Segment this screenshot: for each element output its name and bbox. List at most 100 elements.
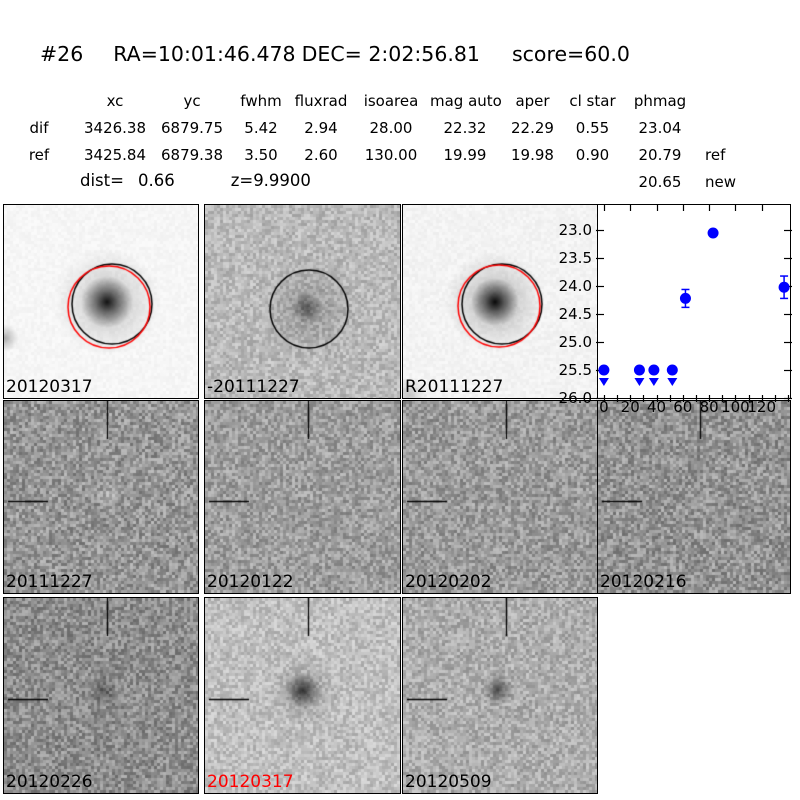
candidate-score: score=60.0 [511,42,630,66]
lightcurve-svg [596,205,792,402]
ref-yc: 6879.38 [160,146,224,164]
stamp-image-canvas [403,205,597,398]
column-header-aper: aper [515,92,550,110]
column-header-blank2 [700,88,760,115]
stamp-epoch-20120509: 20120509 [402,597,598,794]
new-phmag: 20.65 [638,173,682,191]
upper-limit-arrow-icon [634,378,645,387]
stamp-ref-20111227: R20111227 [402,204,598,399]
row-label-dif: dif [29,119,49,137]
data-point [598,364,610,376]
column-header-fluxrad: fluxrad [294,92,348,110]
stamp-date-label: 20120509 [405,772,492,793]
dif-xc: 3426.38 [83,119,147,137]
data-point [633,364,645,376]
x-tick-label: 40 [646,398,667,416]
row-label-ref: ref [28,146,50,164]
x-tick-label: 0 [599,398,609,416]
stamp-date-label: R20111227 [405,377,504,398]
stamp-epoch-20120226: 20120226 [3,597,199,794]
dif-cl-star: 0.55 [575,119,610,137]
dif-phmag: 23.04 [638,119,682,137]
stamp-image-canvas [403,598,597,793]
y-tick-label: 24.5 [558,305,592,324]
figure-header: #26 RA=10:01:46.478 DEC= 2:02:56.81 score=6… [40,42,630,66]
stamp-image-canvas [4,598,198,793]
column-header-yc: yc [183,92,201,110]
data-point [648,364,660,376]
photometry-table: xc yc fwhm fluxrad isoarea mag auto aper… [0,88,760,196]
dif-suffix [700,115,760,142]
stamp-new-20120317: 20120317 [3,204,199,399]
stamp-epoch-20111227: 20111227 [3,400,199,594]
data-point [666,364,678,376]
upper-limit-arrow-icon [598,378,609,387]
stamp-image-canvas [205,598,400,793]
dif-fwhm: 5.42 [244,119,278,137]
stamp-epoch-20120122: 20120122 [204,400,401,594]
stamp-epoch-20120317: 20120317 [204,597,401,794]
ref-suffix: ref [705,146,726,164]
ref-cl-star: 0.90 [575,146,610,164]
new-phmag-suffix: new [705,173,737,191]
dist-label: dist= [80,171,124,190]
upper-limit-arrow-icon [667,378,678,387]
stamp-date-label: 20120317 [207,772,294,793]
y-tick-label: 25.0 [558,333,592,352]
y-tick-label: 23.0 [558,221,592,240]
stamp-epoch-20120216: 20120216 [597,400,791,594]
ref-aper: 19.98 [511,146,554,164]
stamp-image-canvas [598,401,790,593]
stamp-date-label: 20111227 [6,572,93,593]
stamp-date-label: 20120202 [405,572,492,593]
data-point [679,292,691,304]
column-header-fwhm: fwhm [240,92,282,110]
stamp-date-label: 20120122 [207,572,294,593]
y-tick-label: 24.0 [558,277,592,296]
redshift-value: z=9.9900 [230,171,311,190]
stamp-image-canvas [4,401,198,593]
x-tick-label: 60 [673,398,693,416]
y-tick-label: 25.5 [558,361,592,380]
stamp-date-label: -20111227 [207,377,300,398]
stamp-image-canvas [403,401,597,593]
lightcurve-plot: 23.0 23.5 24.0 24.5 25.0 25.5 26.0 0 20 40 60 80 100… [559,204,792,415]
stamp-date-label: 20120226 [6,772,93,793]
dif-aper: 22.29 [511,119,554,137]
stamp-epoch-20120202: 20120202 [402,400,598,594]
dist-redshift-line: dist= 0.66 z=9.9900 [80,171,311,190]
stamp-image-canvas [205,401,400,593]
ref-fluxrad: 2.60 [304,146,338,164]
candidate-ra: RA=10:01:46.478 [113,42,296,66]
column-header-mag-auto: mag auto [430,92,502,110]
ref-mag-auto: 19.99 [443,146,487,164]
ref-isoarea: 130.00 [364,146,418,164]
data-point [707,227,719,239]
dif-yc: 6879.75 [160,119,224,137]
x-tick-label: 20 [620,398,640,416]
y-tick-label: 26.0 [558,389,592,407]
stamp-diff-20111227: -20111227 [204,204,401,399]
x-tick-label: 100 [721,398,750,416]
x-tick-label: 120 [747,398,777,416]
stamp-image-canvas [4,205,198,398]
upper-limit-arrow-icon [648,378,659,387]
stamp-date-label: 20120317 [6,377,93,398]
y-tick-label: 23.5 [558,249,592,268]
candidate-id: #26 [40,42,84,66]
column-header-blank [0,88,78,115]
ref-xc: 3425.84 [83,146,147,164]
column-header-isoarea: isoarea [363,92,419,110]
ref-phmag: 20.79 [638,146,682,164]
column-header-phmag: phmag [633,92,687,110]
dif-fluxrad: 2.94 [304,119,338,137]
stamp-image-canvas [205,205,400,398]
dif-mag-auto: 22.32 [443,119,487,137]
column-header-cl-star: cl star [569,92,616,110]
data-point [778,281,790,293]
candidate-dec: DEC= 2:02:56.81 [301,42,480,66]
column-header-xc: xc [106,92,124,110]
stamp-date-label: 20120216 [600,572,687,593]
ref-fwhm: 3.50 [244,146,278,164]
dist-value: 0.66 [137,171,175,190]
